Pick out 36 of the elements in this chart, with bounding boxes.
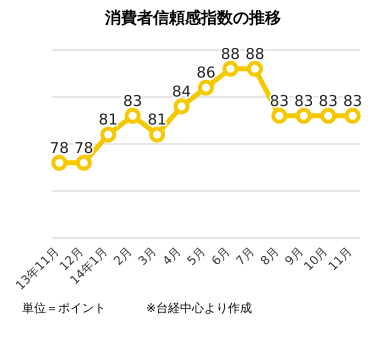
x-tick-label: 11月 [326, 244, 355, 274]
point [222, 60, 238, 77]
point [76, 154, 92, 171]
data-label: 86 [196, 64, 216, 82]
point [320, 108, 336, 124]
text: 単位＝ポイント [22, 300, 106, 317]
point [149, 126, 166, 143]
point [51, 154, 68, 171]
x-tick-label: 3月 [135, 244, 160, 268]
x-tick-label: 7月 [233, 244, 258, 268]
data-label: 88 [220, 44, 240, 63]
x-tick-label: 6月 [208, 244, 233, 268]
data-label: 81 [98, 110, 118, 129]
x-tick-label: 2月 [111, 244, 135, 268]
data-label: 81 [148, 110, 167, 129]
point [246, 60, 263, 77]
data-label: 78 [50, 138, 69, 157]
data-label: 84 [172, 82, 192, 100]
data-label: 78 [74, 138, 94, 157]
data-label: 83 [123, 92, 142, 110]
point [198, 80, 214, 96]
x-tick-label: 5月 [184, 244, 208, 268]
point [271, 108, 288, 124]
x-tick-label: 4月 [160, 244, 184, 268]
data-label: 83 [318, 92, 338, 110]
data-label: 88 [245, 44, 264, 63]
point [344, 108, 361, 124]
x-tick-label: 8月 [258, 244, 282, 268]
point [124, 108, 141, 124]
data-label: 83 [294, 92, 314, 110]
data-label: 83 [343, 92, 362, 110]
chart-title: 消費者信頼感指数の推移 [104, 8, 282, 29]
point [100, 126, 116, 143]
text: ※台経中心より作成 [146, 300, 252, 317]
point [296, 108, 312, 124]
point [174, 98, 190, 114]
